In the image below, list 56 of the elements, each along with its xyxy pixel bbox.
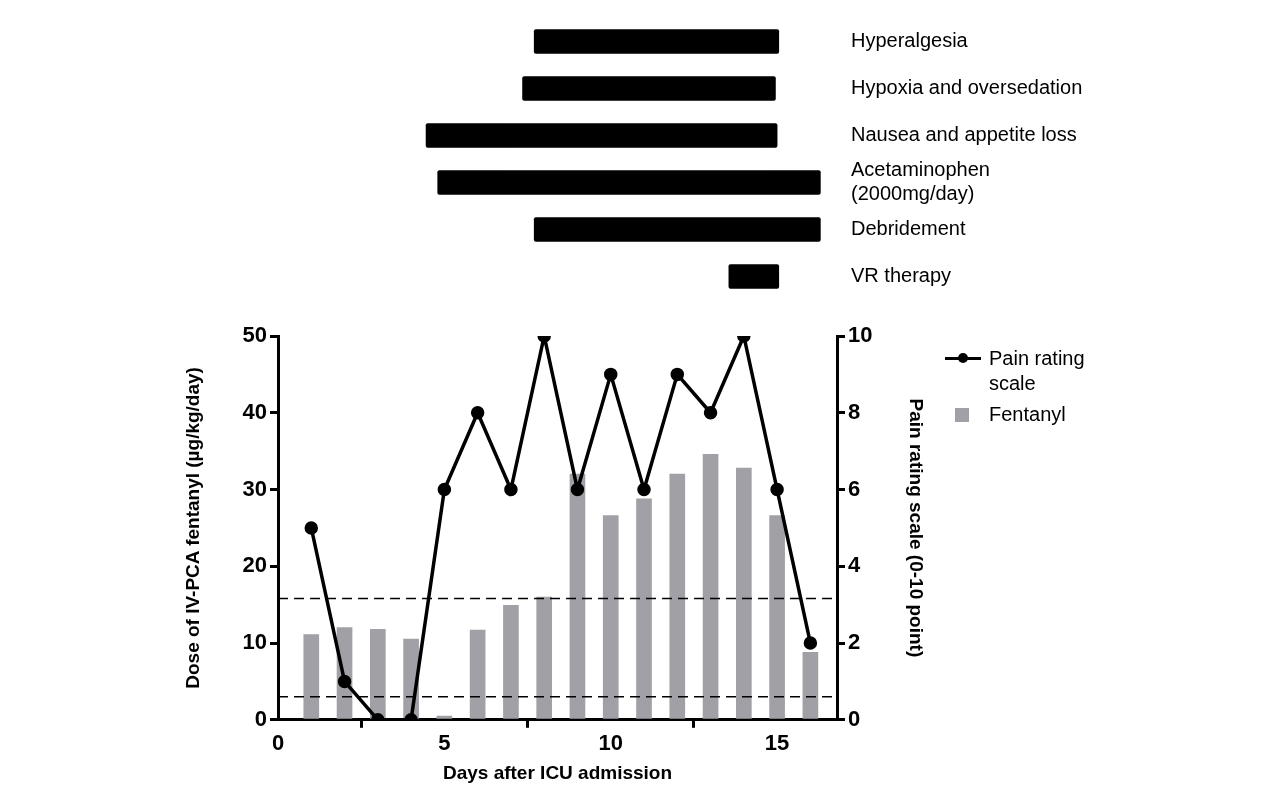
- point: [670, 367, 685, 382]
- bar: [436, 715, 453, 719]
- point: [703, 406, 718, 420]
- bar: [303, 634, 320, 719]
- y-tick-label: Hypoxia and oversedation: [851, 76, 1083, 99]
- point: [437, 482, 452, 497]
- y-tick-label: Acetaminophen (2000mg/day): [851, 158, 990, 205]
- y-tick-label: 50: [242, 322, 267, 348]
- point: [304, 521, 319, 535]
- bar: [533, 29, 780, 54]
- y2-tick-label: 2: [848, 629, 861, 655]
- x-tick-label: 5: [438, 730, 451, 756]
- point: [637, 482, 651, 497]
- x-tick-label: 0: [271, 730, 285, 756]
- y2-tick-label: 6: [848, 475, 861, 501]
- bar: [437, 170, 821, 195]
- point: [504, 482, 518, 497]
- bar: [536, 596, 553, 719]
- point: [470, 406, 485, 420]
- bar: [636, 498, 652, 719]
- y2-axis-title: Pain rating scale (0-10 point): [906, 398, 928, 658]
- bar: [602, 515, 619, 719]
- point: [803, 636, 818, 650]
- bar: [503, 605, 519, 719]
- bar: [569, 473, 586, 719]
- x-axis-title: Days after ICU admission: [442, 761, 673, 783]
- bar: [702, 453, 719, 719]
- x-tick-label: 10: [598, 730, 623, 756]
- y-tick-label: 30: [242, 475, 267, 501]
- y-tick-label: Debridement: [851, 217, 966, 240]
- bar: [669, 473, 686, 719]
- bar: [736, 467, 752, 719]
- legend-label: Pain rating scale: [989, 346, 1086, 396]
- bar: [469, 629, 486, 719]
- y2-tick-label: 4: [848, 552, 861, 578]
- y-tick-label: Hyperalgesia: [851, 29, 969, 52]
- y-tick-label: 40: [242, 398, 267, 424]
- y-tick-label: 0: [254, 705, 267, 731]
- legend-label: Fentanyl: [989, 402, 1066, 427]
- y-tick-label: 10: [242, 629, 267, 655]
- bar: [425, 123, 778, 148]
- y2-tick-label: 8: [848, 398, 861, 424]
- bar: [769, 515, 785, 719]
- bar: [802, 651, 819, 719]
- bar: [369, 628, 386, 719]
- bar: [522, 76, 776, 101]
- y-tick-label: Nausea and appetite loss: [851, 123, 1077, 146]
- y-axis-title: Dose of IV-PCA fentanyl (µg/kg/day): [181, 367, 203, 689]
- bar: [728, 264, 780, 289]
- point: [770, 482, 784, 497]
- bar: [533, 217, 821, 242]
- point: [603, 367, 618, 382]
- point: [570, 482, 585, 497]
- y-tick-label: 20: [242, 552, 267, 578]
- x-tick-label: 15: [764, 730, 790, 756]
- y-tick-label: VR therapy: [851, 264, 952, 287]
